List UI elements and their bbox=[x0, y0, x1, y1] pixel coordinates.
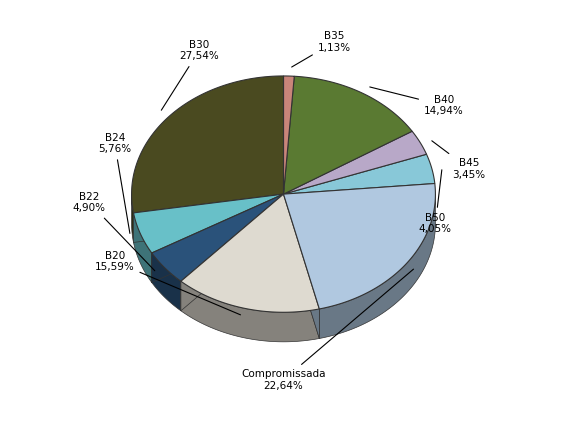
Polygon shape bbox=[181, 194, 284, 311]
Polygon shape bbox=[133, 213, 152, 282]
Polygon shape bbox=[284, 76, 412, 194]
Text: B22
4,90%: B22 4,90% bbox=[73, 192, 155, 271]
Polygon shape bbox=[284, 131, 426, 194]
Polygon shape bbox=[133, 194, 284, 253]
Text: B35
1,13%: B35 1,13% bbox=[291, 31, 351, 67]
Text: Compromissada
22,64%: Compromissada 22,64% bbox=[241, 269, 413, 391]
Polygon shape bbox=[181, 281, 319, 342]
Text: B20
15,59%: B20 15,59% bbox=[95, 251, 240, 315]
Text: B40
14,94%: B40 14,94% bbox=[370, 87, 464, 116]
Polygon shape bbox=[284, 194, 319, 338]
Polygon shape bbox=[132, 76, 284, 213]
Polygon shape bbox=[284, 76, 294, 194]
Polygon shape bbox=[284, 154, 435, 194]
Polygon shape bbox=[152, 194, 284, 282]
Text: B24
5,76%: B24 5,76% bbox=[98, 133, 132, 233]
Polygon shape bbox=[152, 194, 284, 281]
Polygon shape bbox=[133, 194, 284, 242]
Polygon shape bbox=[319, 195, 435, 338]
Polygon shape bbox=[284, 184, 435, 309]
Polygon shape bbox=[132, 195, 133, 242]
Polygon shape bbox=[181, 194, 319, 312]
Text: B50
4,05%: B50 4,05% bbox=[419, 170, 452, 235]
Polygon shape bbox=[133, 194, 284, 242]
Polygon shape bbox=[181, 194, 284, 311]
Text: B30
27,54%: B30 27,54% bbox=[161, 40, 219, 110]
Polygon shape bbox=[152, 253, 181, 311]
Polygon shape bbox=[152, 194, 284, 282]
Polygon shape bbox=[284, 194, 319, 338]
Text: B45
3,45%: B45 3,45% bbox=[432, 141, 486, 180]
